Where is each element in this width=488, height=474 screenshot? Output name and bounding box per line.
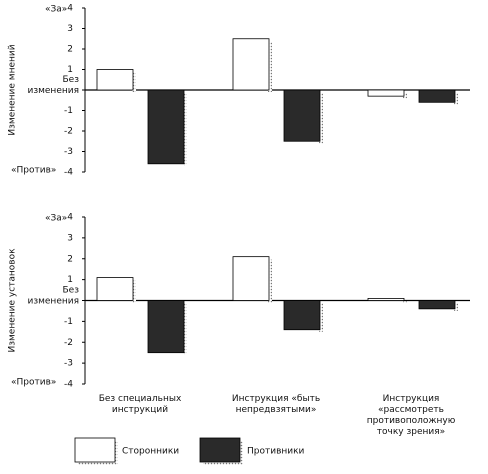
legend-label: Сторонники bbox=[122, 447, 179, 457]
bar-shadow bbox=[132, 280, 136, 303]
y-tick-label: -4 bbox=[64, 380, 73, 390]
y-tick-label: 1 bbox=[67, 65, 73, 75]
bar-shadow bbox=[319, 303, 323, 332]
y-tick-label: -2 bbox=[64, 338, 73, 348]
bar-shadow bbox=[183, 303, 187, 355]
bar bbox=[96, 69, 134, 91]
legend-swatch bbox=[199, 437, 241, 463]
bottom-label: «Против» bbox=[11, 378, 56, 388]
bar bbox=[232, 38, 270, 91]
y-tick-label: -1 bbox=[64, 106, 73, 116]
bar bbox=[147, 300, 185, 354]
bar-shadow bbox=[183, 93, 187, 166]
bar-shadow bbox=[454, 93, 458, 105]
y-tick-label: -2 bbox=[64, 127, 73, 137]
bar bbox=[367, 89, 405, 97]
y-tick-label: -4 bbox=[64, 168, 73, 178]
bar-shadow bbox=[403, 301, 407, 303]
x-tick-label: Инструкция «рассмотреть противоположную точ… bbox=[367, 394, 456, 437]
bar bbox=[367, 298, 405, 301]
y-tick-label: -3 bbox=[64, 147, 73, 157]
bar-shadow bbox=[268, 41, 272, 92]
y-axis-label: Изменение установок bbox=[8, 248, 18, 353]
y-tick-label: -1 bbox=[64, 317, 73, 327]
bar-shadow bbox=[132, 72, 136, 92]
legend-label: Противники bbox=[247, 447, 305, 457]
bar-shadow bbox=[268, 259, 272, 303]
bar bbox=[418, 300, 456, 310]
y-tick-label: 4 bbox=[67, 4, 73, 14]
bar-shadow bbox=[319, 93, 323, 144]
y-tick-label: 2 bbox=[67, 45, 73, 55]
bar bbox=[96, 277, 134, 301]
bar-shadow bbox=[403, 93, 407, 99]
y-tick-label: 2 bbox=[67, 254, 73, 264]
bottom-label: «Против» bbox=[11, 166, 56, 176]
y-tick-label: 4 bbox=[67, 213, 73, 223]
top-label: «За» bbox=[45, 5, 67, 15]
top-label: «За» bbox=[45, 214, 67, 224]
y-tick-label: 3 bbox=[67, 24, 73, 34]
x-tick-label: Инструкция «быть непредвзятыми» bbox=[232, 394, 320, 415]
bar bbox=[147, 89, 185, 165]
y-tick-label: Без изменения bbox=[27, 285, 79, 306]
bar bbox=[418, 89, 456, 103]
x-tick-label: Без специальных инструкций bbox=[99, 394, 182, 415]
y-axis-label: Изменение мнений bbox=[8, 44, 18, 135]
y-tick-label: -3 bbox=[64, 359, 73, 369]
y-tick-label: 1 bbox=[67, 275, 73, 285]
legend-swatch bbox=[74, 437, 116, 463]
bar bbox=[283, 89, 321, 142]
bar bbox=[283, 300, 321, 331]
y-tick-label: Без изменения bbox=[27, 75, 79, 96]
bar bbox=[232, 256, 270, 301]
bar-shadow bbox=[454, 303, 458, 311]
y-tick-label: 3 bbox=[67, 233, 73, 243]
